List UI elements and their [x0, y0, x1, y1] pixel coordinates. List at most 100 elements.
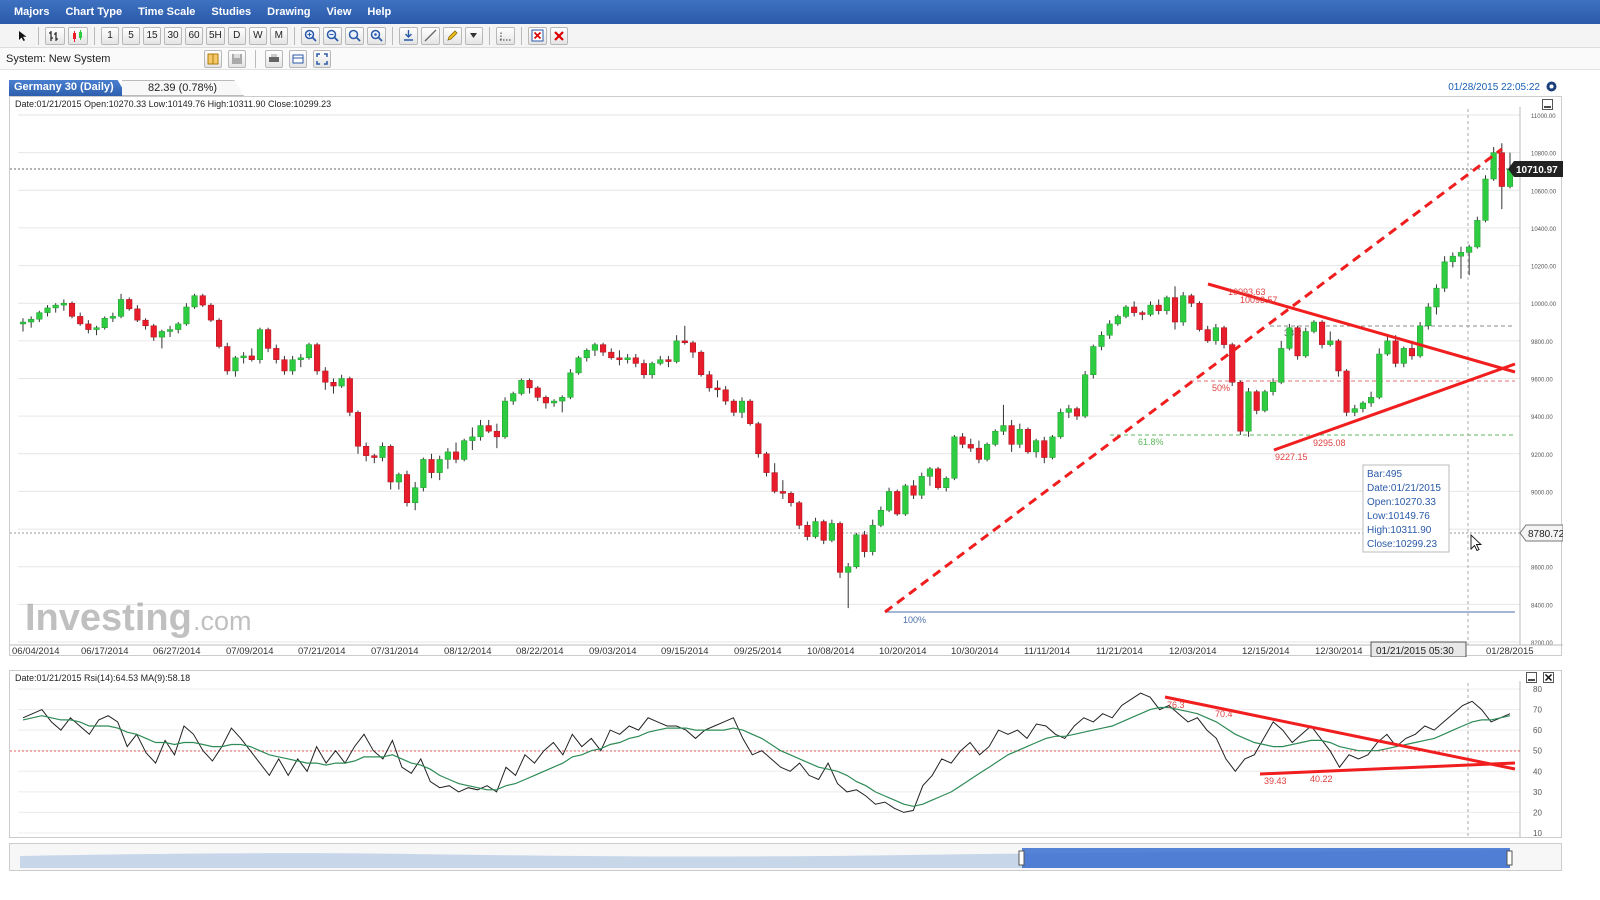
- candle-body-up: [649, 363, 656, 375]
- candlestick-icon[interactable]: [68, 26, 88, 45]
- candle: [1441, 256, 1448, 292]
- settings-icon[interactable]: [1546, 81, 1557, 95]
- candle: [600, 342, 607, 356]
- rsi-downtrend-line[interactable]: [1164, 695, 1516, 771]
- menu-help[interactable]: Help: [367, 6, 392, 18]
- candle: [1188, 293, 1195, 307]
- navigator-selection[interactable]: [1022, 848, 1510, 868]
- folder-icon[interactable]: [204, 49, 223, 68]
- candle: [461, 438, 468, 462]
- candle-body-down: [403, 474, 411, 503]
- candle-body-down: [787, 493, 795, 503]
- pointer-icon[interactable]: [14, 27, 32, 45]
- timeframe-60-button[interactable]: 60: [185, 26, 203, 45]
- zoom-out-icon[interactable]: [322, 26, 342, 45]
- download-icon[interactable]: [398, 26, 418, 45]
- zoom-reset-icon[interactable]: [366, 26, 386, 45]
- timeframe-30-button[interactable]: 30: [164, 26, 182, 45]
- price-chart[interactable]: 11000.00 10800.00 10600.00 10400.00 10200.00…: [10, 97, 1563, 657]
- candle: [256, 327, 263, 364]
- rsi-high-a-label: 76.3: [1167, 700, 1185, 710]
- candle: [992, 429, 999, 447]
- timeframe-5-button[interactable]: 5: [122, 26, 140, 45]
- candle: [518, 378, 525, 396]
- candle-body-down: [910, 485, 917, 496]
- price-tick-label: 9600.00: [1531, 378, 1553, 384]
- high-b-label: 10093.57: [1240, 295, 1278, 305]
- price-tick-label: 10200.00: [1531, 265, 1557, 271]
- candle: [1204, 325, 1211, 343]
- cursor-price-value: 8780.72: [1528, 529, 1563, 540]
- print-icon[interactable]: [265, 49, 284, 68]
- line-tool-icon[interactable]: [420, 26, 440, 45]
- candle: [68, 301, 76, 319]
- candle: [281, 355, 288, 375]
- candle: [951, 434, 958, 481]
- candle-body-up: [1482, 178, 1489, 221]
- close-icon[interactable]: [549, 26, 568, 45]
- navigator-left-handle[interactable]: [1018, 850, 1025, 866]
- candle: [1457, 246, 1465, 279]
- triangle-lower-line[interactable]: [1273, 362, 1516, 452]
- candle: [1368, 391, 1375, 407]
- candle-body-down: [1498, 152, 1505, 187]
- date-tick-label: 06/04/2014: [12, 646, 60, 657]
- menu-chart-type[interactable]: Chart Type: [65, 6, 123, 18]
- candle-body-down: [346, 378, 353, 413]
- minimize-icon[interactable]: [1526, 672, 1537, 686]
- candle-body-down: [363, 446, 370, 456]
- chevron-down-icon[interactable]: [464, 26, 483, 45]
- candle-body-down: [387, 446, 394, 483]
- save-icon[interactable]: [228, 49, 247, 68]
- candle: [330, 378, 337, 394]
- candle: [828, 519, 835, 543]
- candle-body-down: [967, 444, 974, 449]
- candle-body-up: [297, 357, 304, 360]
- crosshair-icon[interactable]: [495, 26, 515, 45]
- fullscreen-icon[interactable]: [313, 49, 332, 68]
- triangle-upper-line[interactable]: [1207, 282, 1516, 374]
- zoom-fit-icon[interactable]: [344, 26, 364, 45]
- menu-drawing[interactable]: Drawing: [267, 6, 311, 18]
- close-icon[interactable]: [1543, 672, 1554, 686]
- zoom-in-icon[interactable]: [300, 26, 320, 45]
- candle-body-up: [918, 476, 925, 496]
- uptrend-line[interactable]: [884, 147, 1503, 614]
- candle-body-down: [600, 344, 607, 353]
- candle-body-up: [567, 372, 574, 398]
- candle: [1057, 408, 1064, 439]
- candle-body-up: [1302, 331, 1309, 357]
- date-tick-label: 08/22/2014: [516, 646, 564, 657]
- timeframe-monthly-button[interactable]: M: [269, 26, 288, 45]
- candle: [1180, 291, 1187, 326]
- candle: [1155, 299, 1162, 315]
- instrument-tab[interactable]: Germany 30 (Daily): [9, 80, 127, 96]
- candle: [1090, 344, 1097, 379]
- minimize-icon[interactable]: [1542, 99, 1553, 113]
- tooltip-date: Date:01/21/2015: [1367, 483, 1441, 494]
- menu-time-scale[interactable]: Time Scale: [138, 6, 196, 18]
- timeframe-daily-button[interactable]: D: [227, 26, 246, 45]
- date-tick-label: 06/27/2014: [153, 646, 201, 657]
- rsi-chart[interactable]: 80 70 60 50 40 30 20 10 76.3 70.4 39.43 40.22: [10, 671, 1563, 839]
- rsi-support-line[interactable]: [1259, 761, 1516, 776]
- clear-drawings-icon[interactable]: [527, 26, 547, 45]
- range-navigator[interactable]: [9, 843, 1562, 871]
- timeframe-5h-button[interactable]: 5H: [206, 26, 225, 45]
- navigator-right-handle[interactable]: [1506, 850, 1513, 866]
- menu-view[interactable]: View: [326, 6, 352, 18]
- timeframe-15-button[interactable]: 15: [143, 26, 161, 45]
- price-tick-label: 9000.00: [1531, 490, 1553, 496]
- candle: [395, 472, 402, 490]
- pencil-icon[interactable]: [442, 26, 462, 45]
- candle-body-up: [1441, 261, 1448, 289]
- ohlc-bars-icon[interactable]: [45, 26, 65, 45]
- timeframe-1-button[interactable]: 1: [101, 26, 119, 45]
- menu-studies[interactable]: Studies: [211, 6, 252, 18]
- timeframe-weekly-button[interactable]: W: [248, 26, 267, 45]
- candle: [175, 322, 182, 334]
- candle: [371, 453, 378, 464]
- menu-majors[interactable]: Majors: [14, 6, 50, 18]
- layout-icon[interactable]: [289, 49, 308, 68]
- candle: [93, 325, 100, 336]
